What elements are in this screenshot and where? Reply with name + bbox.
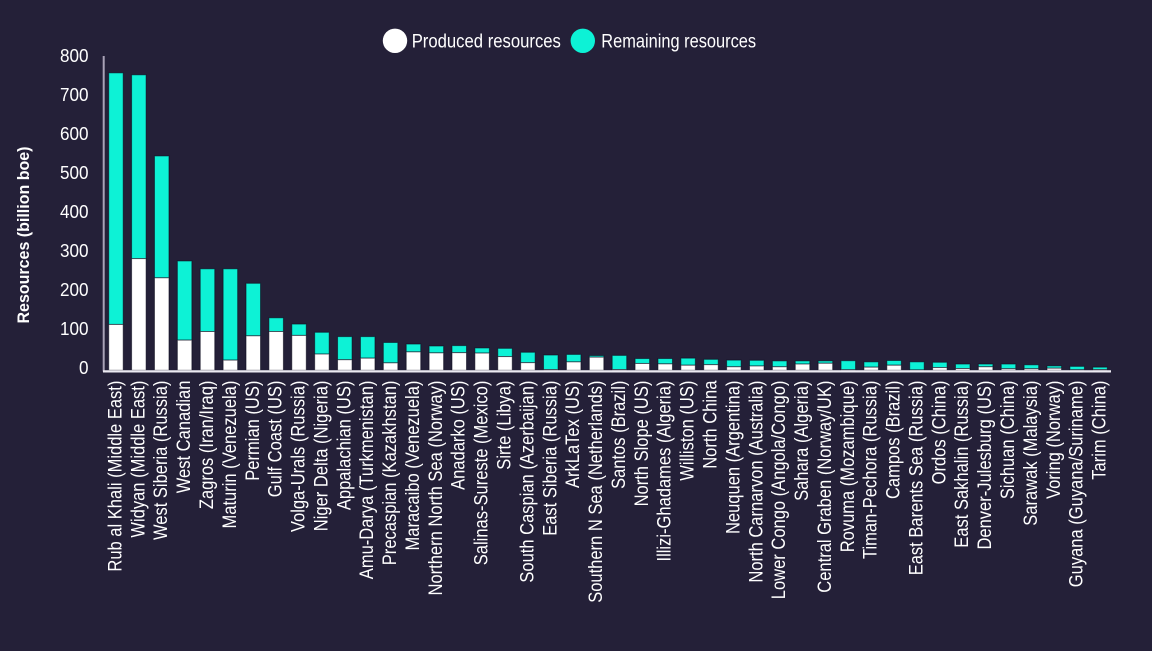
svg-text:Maturin (Venezuela): Maturin (Venezuela)	[220, 381, 241, 529]
svg-text:Central Graben (Norway/UK): Central Graben (Norway/UK)	[815, 381, 836, 593]
svg-text:Remaining resources: Remaining resources	[601, 31, 756, 53]
svg-text:Rub al Khali (Middle East): Rub al Khali (Middle East)	[105, 381, 126, 572]
svg-text:East Sakhalin (Russia): East Sakhalin (Russia)	[952, 381, 973, 548]
svg-text:Produced resources: Produced resources	[412, 31, 561, 53]
svg-text:700: 700	[60, 85, 89, 106]
svg-text:Ordos (China): Ordos (China)	[929, 381, 950, 485]
svg-text:Maracaibo (Venezuela): Maracaibo (Venezuela)	[403, 381, 424, 551]
svg-text:Southern N Sea (Netherlands): Southern N Sea (Netherlands)	[586, 381, 607, 603]
svg-text:Neuquen (Argentina): Neuquen (Argentina)	[723, 381, 744, 534]
svg-text:Zagros (Iran/Iraq): Zagros (Iran/Iraq)	[197, 381, 218, 510]
svg-text:Voring (Norway): Voring (Norway)	[1044, 381, 1065, 499]
svg-text:Tarim (China): Tarim (China)	[1090, 381, 1111, 480]
svg-text:West Siberia (Russia): West Siberia (Russia)	[151, 381, 172, 540]
svg-text:Northern North Sea (Norway): Northern North Sea (Norway)	[426, 381, 447, 596]
svg-text:North China: North China	[700, 380, 721, 469]
svg-text:Volga-Urals (Russia): Volga-Urals (Russia)	[289, 381, 310, 532]
svg-text:Sirte (Libya): Sirte (Libya)	[495, 381, 516, 470]
svg-text:800: 800	[60, 46, 89, 67]
svg-text:Anadarko (US): Anadarko (US)	[449, 381, 470, 490]
svg-text:Gulf Coast (US): Gulf Coast (US)	[266, 381, 287, 498]
svg-text:Appalachian (US): Appalachian (US)	[334, 381, 355, 511]
svg-text:West Canadian: West Canadian	[174, 381, 195, 494]
svg-text:Timan-Pechora (Russia): Timan-Pechora (Russia)	[861, 381, 882, 559]
svg-text:Amu-Darya (Turkmenistan): Amu-Darya (Turkmenistan)	[357, 381, 378, 580]
svg-text:Sahara (Algeria): Sahara (Algeria)	[792, 381, 813, 501]
svg-text:East Barents Sea (Russia): East Barents Sea (Russia)	[906, 381, 927, 576]
svg-text:Widyan (Middle East): Widyan (Middle East)	[128, 381, 149, 538]
svg-text:400: 400	[60, 202, 89, 223]
svg-text:Illizi-Ghadames (Algeria): Illizi-Ghadames (Algeria)	[655, 381, 676, 562]
svg-text:Permian (US): Permian (US)	[243, 381, 264, 481]
svg-text:0: 0	[79, 358, 89, 379]
svg-text:Niger Delta (Nigeria): Niger Delta (Nigeria)	[311, 381, 332, 532]
svg-text:Denver-Julesburg (US): Denver-Julesburg (US)	[975, 381, 996, 550]
svg-text:Santos (Brazil): Santos (Brazil)	[609, 381, 630, 489]
svg-text:Campos (Brazil): Campos (Brazil)	[884, 381, 905, 499]
svg-text:South Caspian (Azerbaijan): South Caspian (Azerbaijan)	[517, 381, 538, 583]
svg-text:Resources (billion boe): Resources (billion boe)	[14, 147, 33, 324]
svg-text:North Slope (US): North Slope (US)	[632, 381, 653, 507]
svg-text:Rovuma (Mozambique): Rovuma (Mozambique)	[838, 381, 859, 553]
svg-text:600: 600	[60, 124, 89, 145]
svg-text:Lower Congo (Angola/Congo): Lower Congo (Angola/Congo)	[769, 381, 790, 600]
svg-text:ArkLaTex (US): ArkLaTex (US)	[563, 381, 584, 488]
svg-text:Sichuan (China): Sichuan (China)	[998, 381, 1019, 500]
svg-text:North Carnarvon (Australia): North Carnarvon (Australia)	[746, 381, 767, 583]
svg-text:Guyana (Guyana/Suriname): Guyana (Guyana/Suriname)	[1067, 381, 1088, 588]
svg-text:Salinas-Sureste (Mexico): Salinas-Sureste (Mexico)	[472, 381, 493, 566]
svg-text:300: 300	[60, 241, 89, 262]
svg-text:Sarawak (Malaysia): Sarawak (Malaysia)	[1021, 381, 1042, 526]
svg-text:East Siberia (Russia): East Siberia (Russia)	[540, 381, 561, 536]
svg-text:Williston (US): Williston (US)	[678, 381, 699, 481]
svg-text:500: 500	[60, 163, 89, 184]
svg-text:100: 100	[60, 319, 89, 340]
svg-text:Precaspian (Kazakhstan): Precaspian (Kazakhstan)	[380, 381, 401, 566]
svg-text:200: 200	[60, 280, 89, 301]
